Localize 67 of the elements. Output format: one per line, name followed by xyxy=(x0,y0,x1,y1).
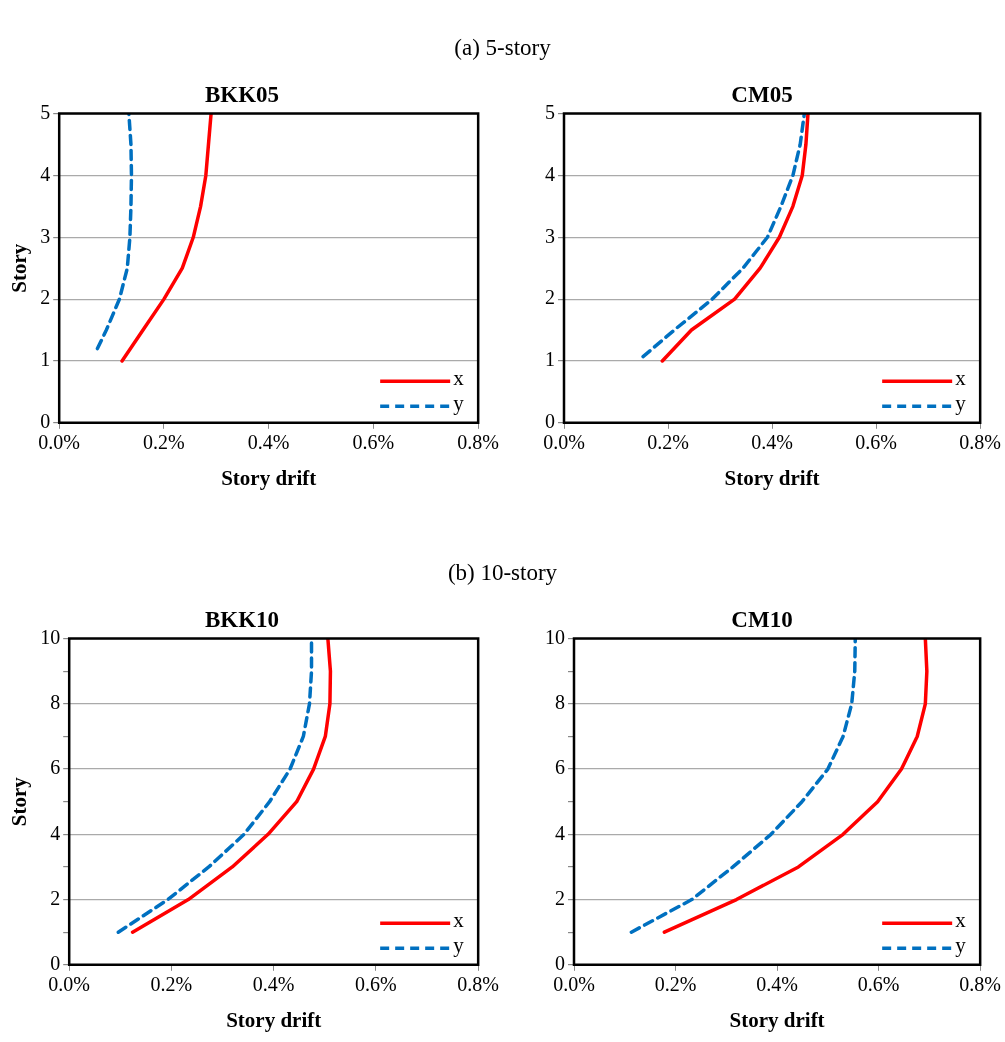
line-series xyxy=(116,638,314,934)
y-tick-label: 5 xyxy=(545,100,555,123)
y-tick-label: 8 xyxy=(50,691,61,714)
x-tick-label: 0.0% xyxy=(543,431,585,454)
y-tick-label: 4 xyxy=(50,821,61,844)
chart-title: BKK10 xyxy=(204,606,280,632)
x-axis-title: Story drift xyxy=(221,465,317,490)
x-tick-label: 0.0% xyxy=(48,973,91,996)
y-tick-label: 4 xyxy=(545,162,555,185)
legend-label: y xyxy=(955,932,967,957)
y-tick-label: 6 xyxy=(555,756,565,779)
x-tick-label: 0.6% xyxy=(855,431,897,454)
x-axis-title: Story drift xyxy=(729,1007,825,1032)
x-tick-label: 0.0% xyxy=(38,431,81,454)
x-tick-label: 0.8% xyxy=(959,431,1002,454)
x-tick-label: 0.8% xyxy=(457,431,500,454)
legend-label: x xyxy=(955,907,967,932)
chart-title: CM05 xyxy=(731,81,793,107)
x-tick-label: 0.2% xyxy=(150,973,193,996)
line-series xyxy=(629,638,858,934)
y-tick-label: 3 xyxy=(545,224,555,247)
line-series xyxy=(95,113,134,351)
x-tick-label: 0.2% xyxy=(654,973,697,996)
legend-label: y xyxy=(453,390,465,415)
legend-label: x xyxy=(453,907,465,932)
legend-label: x xyxy=(955,365,967,390)
y-tick-label: 0 xyxy=(555,952,565,975)
legend-label: y xyxy=(955,390,967,415)
text: (b) 10-story xyxy=(446,560,559,586)
y-tick-label: 2 xyxy=(555,886,565,909)
x-axis-title: Story drift xyxy=(226,1007,322,1032)
y-tick-label: 4 xyxy=(555,821,565,844)
y-tick-label: 2 xyxy=(40,286,51,309)
x-tick-label: 0.4% xyxy=(751,431,793,454)
x-axis-title: Story drift xyxy=(724,465,820,490)
x-tick-label: 0.8% xyxy=(457,973,500,996)
x-tick-label: 0.4% xyxy=(756,973,798,996)
chart-title: BKK05 xyxy=(204,81,280,107)
y-tick-label: 1 xyxy=(545,348,555,371)
x-tick-label: 0.6% xyxy=(355,973,397,996)
y-tick-label: 10 xyxy=(545,625,565,648)
x-tick-label: 0.0% xyxy=(553,973,595,996)
y-axis-title: Story xyxy=(7,776,32,827)
y-tick-label: 0 xyxy=(545,410,555,433)
legend-label: x xyxy=(453,365,465,390)
y-tick-label: 3 xyxy=(40,224,51,247)
y-tick-label: 2 xyxy=(50,886,61,909)
x-tick-label: 0.4% xyxy=(252,973,295,996)
y-tick-label: 0 xyxy=(50,952,61,975)
y-tick-label: 5 xyxy=(40,100,51,123)
y-tick-label: 4 xyxy=(40,162,51,185)
text: (a) 5-story xyxy=(453,35,552,61)
chart-title: CM10 xyxy=(731,606,793,632)
x-tick-label: 0.2% xyxy=(143,431,185,454)
x-tick-label: 0.8% xyxy=(959,973,1002,996)
y-tick-label: 6 xyxy=(50,756,61,779)
x-tick-label: 0.2% xyxy=(647,431,689,454)
y-tick-label: 0 xyxy=(40,410,51,433)
y-tick-label: 10 xyxy=(40,625,61,648)
y-tick-label: 8 xyxy=(555,691,565,714)
y-tick-label: 2 xyxy=(545,286,555,309)
x-tick-label: 0.6% xyxy=(352,431,395,454)
y-tick-label: 1 xyxy=(40,348,51,371)
x-tick-label: 0.6% xyxy=(857,973,900,996)
x-tick-label: 0.4% xyxy=(247,431,290,454)
legend-label: y xyxy=(453,932,465,957)
y-axis-title: Story xyxy=(7,243,32,293)
